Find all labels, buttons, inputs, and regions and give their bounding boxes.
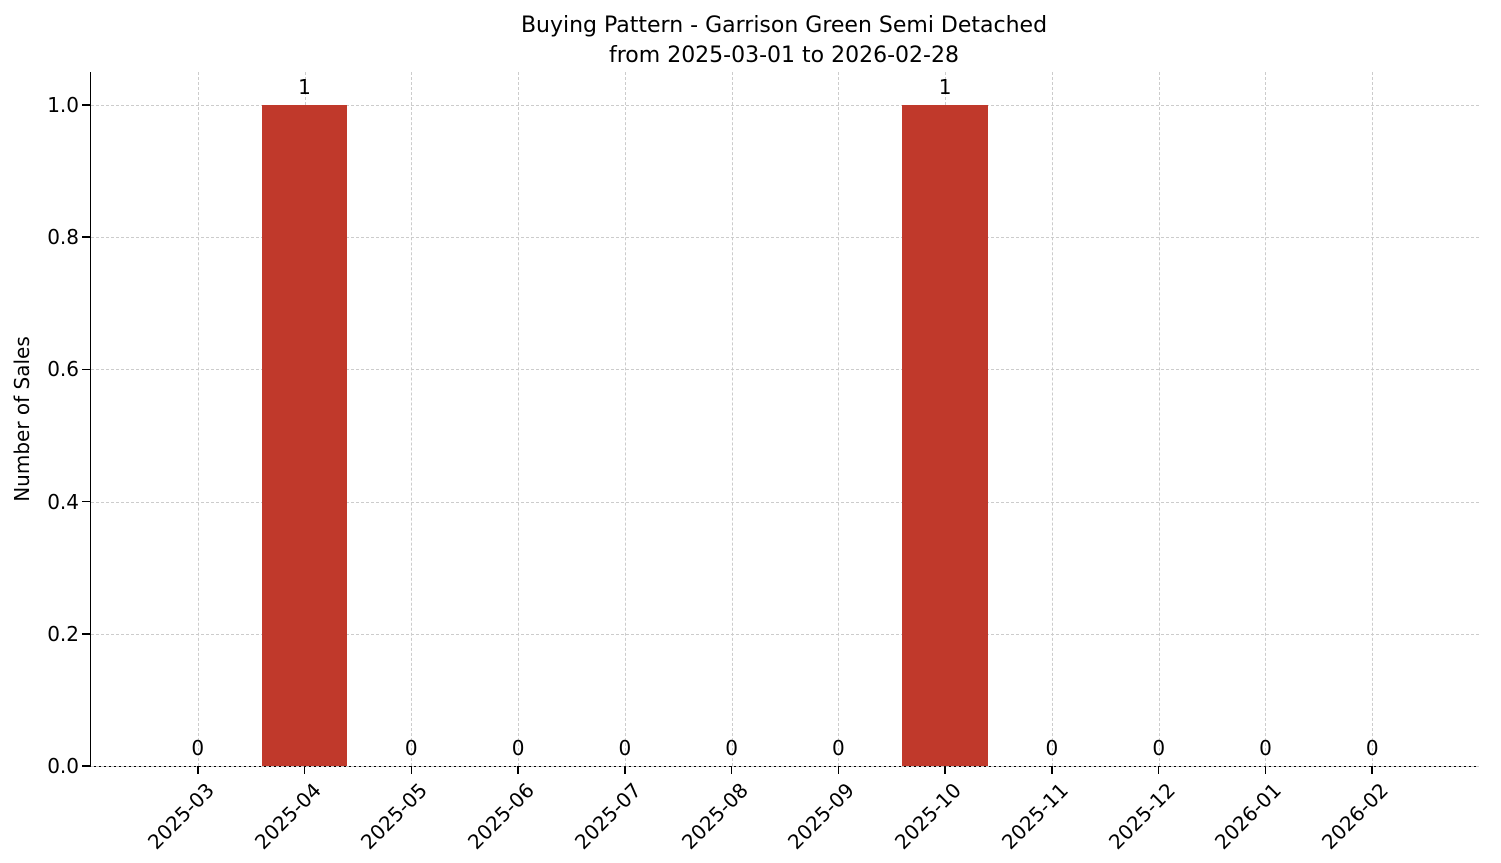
plot-area: 0.0 0.2 0.4 0.6 0.8 1.0 2025-03 0 2025-04 1 2025-0… <box>47 72 1479 854</box>
x-tick-label: 2025-10 <box>890 778 967 855</box>
bar-value-label: 0 <box>1259 736 1272 760</box>
x-tick-label: 2025-11 <box>996 778 1073 855</box>
gridline-vertical <box>411 72 413 766</box>
x-tick-label: 2025-04 <box>249 778 326 855</box>
y-tick-mark <box>82 633 90 635</box>
x-tick-mark <box>410 766 413 774</box>
x-tick-mark <box>1051 766 1053 774</box>
bar-value-label: 0 <box>725 736 738 760</box>
x-tick-mark <box>624 766 626 774</box>
x-tick-mark <box>730 766 733 774</box>
gridline-horizontal <box>91 105 1479 107</box>
y-tick-label: 0.6 <box>47 357 79 382</box>
gridline-horizontal <box>91 369 1479 371</box>
bar-value-label: 0 <box>404 736 418 760</box>
x-tick-mark <box>1371 766 1373 774</box>
gridline-horizontal <box>91 501 1479 503</box>
x-tick-label: 2025-06 <box>462 778 540 855</box>
x-tick-label: 2025-05 <box>356 778 433 855</box>
chart-title-line1: Buying Pattern - Garrison Green Semi Det… <box>520 13 1048 38</box>
gridline-vertical <box>731 72 733 766</box>
y-tick-label: 1.0 <box>47 93 79 118</box>
x-tick-label: 2025-07 <box>569 778 646 855</box>
x-tick-label: 2025-09 <box>783 778 860 855</box>
chart-title-line2: from 2025-03-01 to 2026-02-28 <box>609 43 959 68</box>
x-tick-mark <box>517 766 519 774</box>
bar-value-label: 0 <box>618 736 632 760</box>
y-tick-label: 0.0 <box>47 754 79 778</box>
y-tick-mark <box>82 500 90 503</box>
gridline-vertical <box>1158 72 1160 766</box>
y-tick-mark <box>82 368 90 371</box>
gridline-horizontal <box>91 237 1479 239</box>
bar-value-label: 1 <box>938 75 952 100</box>
x-tick-label: 2025-08 <box>676 778 753 855</box>
bar-value-label: 0 <box>1045 736 1059 760</box>
y-tick-mark <box>82 104 90 106</box>
x-tick-mark <box>1157 766 1160 774</box>
x-tick-label: 2025-12 <box>1103 778 1180 855</box>
x-tick-mark <box>197 766 199 774</box>
bar <box>902 105 988 766</box>
gridline-vertical <box>1372 72 1374 766</box>
x-tick-label: 2025-03 <box>142 778 219 855</box>
bar-value-label: 0 <box>832 736 845 760</box>
bar-value-label: 0 <box>1365 736 1379 760</box>
gridline-vertical <box>624 72 626 766</box>
chart-title: Buying Pattern - Garrison Green Semi Det… <box>90 11 1478 71</box>
x-tick-mark <box>944 766 946 774</box>
x-tick-mark <box>1264 766 1267 774</box>
bar-value-label: 1 <box>298 75 311 100</box>
x-tick-label: 2026-01 <box>1210 778 1287 855</box>
y-tick-mark <box>82 765 90 767</box>
gridline-vertical <box>197 72 199 766</box>
bar-value-label: 0 <box>1152 736 1166 760</box>
y-tick-label: 0.8 <box>47 225 79 250</box>
x-tick-label: 2026-02 <box>1317 778 1394 855</box>
y-tick-mark <box>82 236 90 238</box>
gridline-vertical <box>838 72 840 766</box>
x-tick-mark <box>837 766 840 774</box>
y-tick-label: 0.2 <box>47 621 79 646</box>
bar-value-label: 0 <box>511 736 525 760</box>
gridline-horizontal <box>91 766 1479 767</box>
gridline-vertical <box>518 72 520 766</box>
gridline-vertical <box>1265 72 1267 766</box>
x-tick-mark <box>303 766 306 774</box>
y-tick-label: 0.4 <box>47 489 79 514</box>
bar-value-label: 0 <box>191 736 205 760</box>
gridline-vertical <box>1051 72 1053 766</box>
gridline-horizontal <box>91 633 1479 635</box>
bar <box>261 105 348 766</box>
